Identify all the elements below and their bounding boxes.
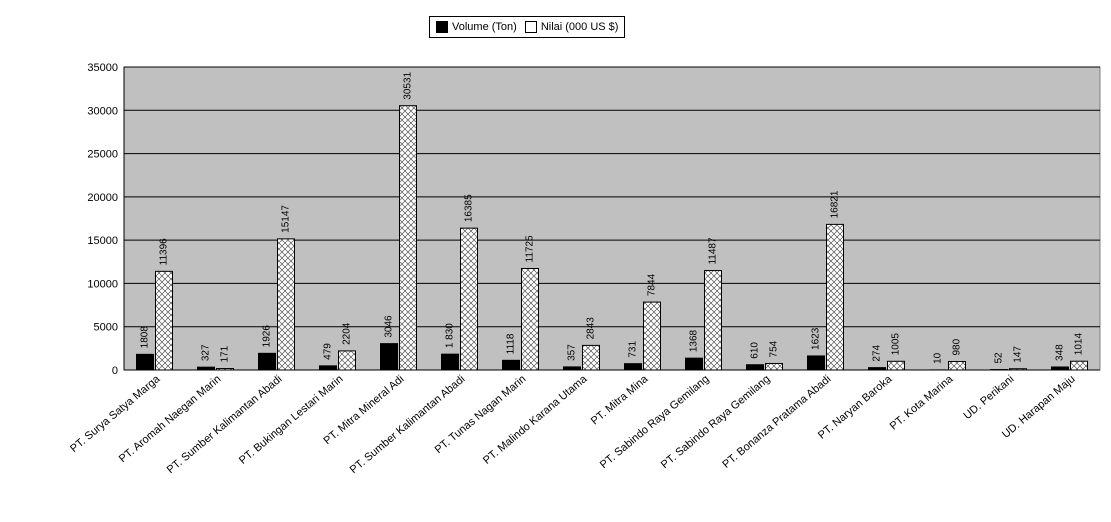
bar-nilai [948,361,966,371]
data-label-volume: 610 [750,342,761,359]
data-label-nilai: 2204 [342,322,353,345]
bar-nilai [460,227,478,371]
y-tick-label: 10000 [87,278,118,290]
y-tick-label: 35000 [87,62,118,74]
y-tick-label: 5000 [94,322,118,334]
x-tick-label: PT. Mitra Mina [589,373,651,428]
data-label-volume: 357 [567,344,578,361]
y-tick-label: 0 [112,365,118,377]
y-tick-label: 20000 [87,192,118,204]
bar-volume [380,343,398,371]
bar-nilai [704,270,722,371]
plot-area [123,66,1101,371]
data-label-volume: 1118 [506,333,517,354]
x-tick-label: UD. Perikani [961,373,1016,422]
bar-nilai [582,344,600,371]
bar-volume [685,357,703,371]
data-label-nilai: 1014 [1074,333,1085,356]
data-label-nilai: 1005 [891,333,902,356]
x-tick-label: PT. Sumber Kalimantan Abadi [165,373,285,476]
bar-nilai [643,301,661,371]
data-label-nilai: 30531 [403,71,414,99]
x-tick-label: PT. Kota Marina [888,373,956,433]
data-label-nilai: 2843 [586,317,597,340]
data-label-volume: 52 [994,352,1005,364]
data-label-volume: 1368 [689,329,700,352]
y-tick-label: 15000 [87,235,118,247]
bar-nilai [1070,360,1088,371]
data-label-nilai: 171 [220,345,231,362]
data-label-volume: 1 830 [445,323,456,348]
data-label-nilai: 754 [769,340,780,357]
legend-volume-swatch [436,21,448,33]
bar-volume [502,359,520,371]
bar-nilai [399,105,417,371]
bar-volume [807,355,825,371]
data-label-volume: 1808 [140,326,151,349]
data-label-nilai: 11487 [708,237,719,265]
y-tick-label: 25000 [87,149,118,161]
bar-nilai [277,238,295,371]
x-tick-label: PT. Bukingan Lestari Marin [237,373,345,467]
bar-volume [1051,366,1069,371]
bar-nilai [765,362,783,371]
data-label-volume: 274 [872,345,883,362]
bar-volume [868,367,886,371]
bar-nilai [826,223,844,371]
data-label-nilai: 147 [1013,346,1024,363]
legend-nilai-swatch [524,21,537,33]
bar-nilai [887,360,905,371]
data-label-volume: 1623 [811,327,822,350]
data-label-volume: 479 [323,343,334,360]
legend-volume-label: Volume (Ton) [452,21,517,33]
bar-volume [563,366,581,371]
bar-nilai [521,267,539,371]
x-tick-label: PT. Aromah Naegan Marin [117,373,224,465]
x-tick-label: PT. Sabindo Raya Gemilang [598,373,712,471]
x-tick-label: PT. Malindo Karana Utama [481,373,590,467]
data-label-nilai: 15147 [281,205,292,233]
bar-volume [441,353,459,371]
x-tick-label: PT. Sumber Kalimantan Abadi [348,373,468,476]
data-label-nilai: 7844 [647,273,658,296]
data-label-nilai: 11725 [525,235,536,263]
bar-nilai [1009,368,1027,371]
legend-nilai-label: Nilai (000 US $) [540,21,619,33]
bar-volume [258,352,276,371]
data-label-volume: 10 [933,352,944,364]
legend: Volume (Ton) Nilai (000 US $) [429,16,626,38]
bar-volume [624,363,642,371]
y-tick-label: 30000 [87,105,118,117]
bar-nilai [216,368,234,371]
bar-nilai [338,350,356,371]
x-tick-label: PT. Sabindo Raya Gemilang [659,373,773,471]
bar-volume [319,365,337,371]
bar-volume [197,366,215,371]
data-label-volume: 1926 [262,325,273,348]
data-label-volume: 327 [201,344,212,361]
bar-nilai [155,270,173,371]
data-label-volume: 3046 [384,315,395,338]
data-label-nilai: 11396 [159,238,170,266]
data-label-nilai: 980 [952,338,963,355]
bar-volume [746,364,764,371]
bar-volume [136,353,154,371]
data-label-volume: 731 [628,341,639,358]
x-tick-label: PT. Bonanza Pratama Abadi [720,373,833,471]
data-label-nilai: 16821 [830,190,841,218]
data-label-volume: 348 [1055,344,1066,361]
data-label-nilai: 16385 [464,194,475,222]
